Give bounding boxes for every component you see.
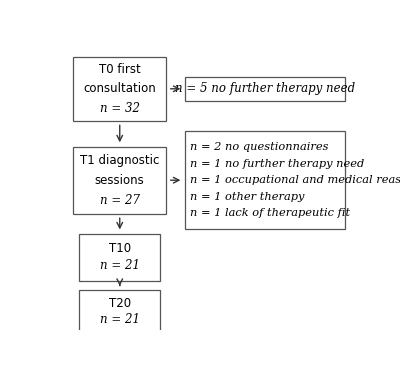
Bar	[80, 234, 160, 281]
Text: n = 21: n = 21	[100, 259, 140, 272]
Text: T10: T10	[109, 242, 131, 255]
Text: n = 1 occupational and medical reasons: n = 1 occupational and medical reasons	[190, 175, 400, 185]
Text: n = 1 other therapy: n = 1 other therapy	[190, 192, 305, 202]
Bar	[73, 147, 166, 214]
Text: n = 32: n = 32	[100, 102, 140, 115]
Bar	[185, 131, 344, 230]
Bar	[73, 57, 166, 121]
Text: n = 1 lack of therapeutic fit: n = 1 lack of therapeutic fit	[190, 208, 350, 218]
Text: n = 1 no further therapy need: n = 1 no further therapy need	[190, 159, 365, 169]
Text: sessions: sessions	[95, 174, 145, 187]
Text: n = 5 no further therapy need: n = 5 no further therapy need	[175, 82, 355, 95]
Bar	[80, 290, 160, 333]
Text: consultation: consultation	[83, 82, 156, 95]
Text: n = 2 no questionnaires: n = 2 no questionnaires	[190, 142, 329, 152]
Bar	[185, 77, 344, 101]
Text: T1 diagnostic: T1 diagnostic	[80, 154, 160, 167]
Text: n = 27: n = 27	[100, 194, 140, 207]
Text: T0 first: T0 first	[99, 63, 141, 76]
Text: n = 21: n = 21	[100, 313, 140, 326]
Text: T20: T20	[109, 298, 131, 311]
